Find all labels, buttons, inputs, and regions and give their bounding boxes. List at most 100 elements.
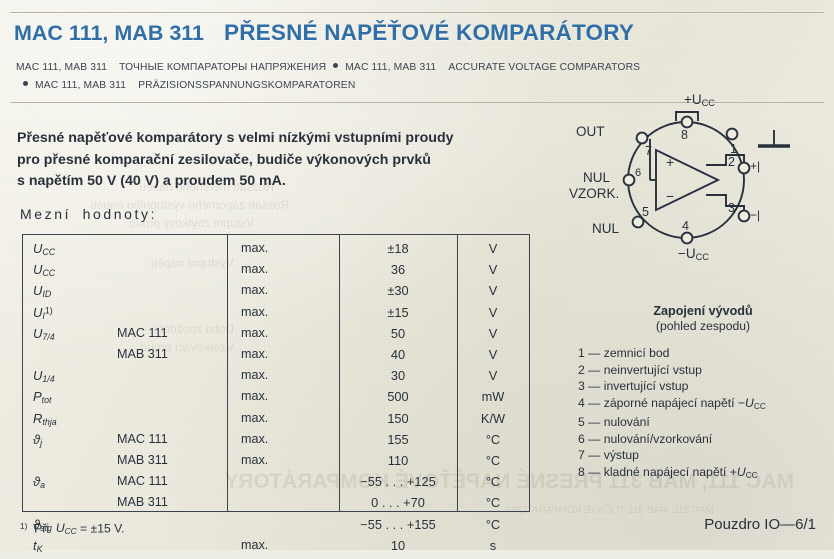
label-out: OUT — [576, 124, 605, 139]
cell-type: MAB 311 — [117, 453, 168, 467]
label-vcc-negative: −UCC — [678, 246, 709, 263]
cell-type: MAC 111 — [117, 474, 168, 489]
subtitle-line-1: MAC 111, MAB 311 ТОЧНЫЕ КОМПАРАТОРЫ НАПРЯ… — [16, 62, 640, 73]
footnote-symbol-sub: CC — [64, 526, 77, 537]
cell-unit: V — [488, 283, 498, 299]
cell-unit: V — [488, 368, 498, 384]
header-rule-top — [10, 12, 824, 13]
cell-unit: s — [489, 537, 497, 553]
legend-subtitle: (pohled zespodu) — [655, 319, 751, 333]
cell-qualifier: max. — [241, 347, 269, 361]
legend-list: 1 — zemnicí bod 2 — neinvertující vstup 3 … — [578, 345, 828, 483]
cell-symbol: U7/4 — [33, 325, 55, 342]
cell-value: ±15 — [387, 304, 409, 320]
opamp-minus-label: − — [666, 188, 674, 204]
table-row: MAB 311 0 . . . +70 °C — [23, 495, 529, 516]
cell-symbol: ϑstg — [33, 516, 52, 533]
cell-qualifier: max. — [241, 241, 269, 255]
footnote-text-pre: Při — [34, 521, 50, 536]
label-nul: NUL — [592, 221, 620, 236]
cell-value: 50 — [390, 325, 406, 341]
cell-unit: °C — [485, 453, 501, 468]
title-part-numbers: MAC 111, MAB 311 — [14, 21, 205, 45]
label-inverting-input: −| — [750, 208, 761, 222]
legend-item: 7 — výstup — [578, 448, 639, 463]
pin-number-1: 1 — [730, 142, 737, 156]
subtitle-ru-parts: MAC 111, MAB 311 — [16, 62, 108, 73]
cell-type: MAB 311 — [117, 347, 168, 361]
table-row: U1/4 max. 30 V — [23, 368, 529, 389]
cell-unit: K/W — [480, 410, 506, 426]
label-nul-vzork-1: NUL — [583, 170, 611, 185]
pin-pad-4 — [680, 231, 694, 245]
cell-symbol: UCC — [33, 241, 56, 257]
cell-value: 500 — [387, 389, 409, 405]
cell-symbol: UCC — [33, 262, 56, 279]
legend-item: 5 — nulování — [578, 415, 650, 430]
cell-value: 30 — [390, 368, 406, 384]
cell-unit: V — [488, 241, 498, 256]
cell-symbol: Ptot — [33, 389, 52, 406]
footnote-text-post: = ±15 V. — [80, 521, 125, 536]
subtitle-line-2: MAC 111, MAB 311 PRÄZISIONSSPANNUNGSKOMPA… — [16, 80, 355, 91]
cell-value: 155 — [387, 431, 409, 447]
package-label: Pouzdro IO—6/1 — [704, 516, 816, 533]
legend-item: 2 — neinvertující vstup — [578, 362, 702, 377]
cell-qualifier: max. — [241, 283, 269, 298]
subtitle-en-text: ACCURATE VOLTAGE COMPARATORS — [448, 62, 641, 73]
lead-paragraph: Přesné napěťové komparátory s velmi nízk… — [17, 128, 537, 193]
pin-number-3: 3 — [728, 201, 735, 215]
cell-qualifier: max. — [241, 368, 269, 383]
table-row: ϑj MAC 111 max. 155 °C — [23, 432, 529, 453]
cell-unit: °C — [485, 431, 501, 447]
limits-table: UCC max. ±18 V UCC max. 36 V UID max. ±30 V UI1) max.… — [22, 234, 530, 554]
pin-number-2: 2 — [728, 155, 735, 169]
table-row: U7/4 MAC 111 max. 50 V — [23, 326, 529, 347]
footnote-marker: 1) — [20, 521, 28, 531]
title-main: PŘESNÉ NAPĚŤOVÉ KOMPARÁTORY — [224, 20, 635, 45]
cell-value: 0 . . . +70 — [371, 495, 425, 511]
bullet-icon — [23, 81, 28, 86]
pinout-diagram: 8 1 2 3 4 5 6 7 + − +UCC −UCC OUT NUL VZ… — [569, 92, 828, 264]
label-vcc-positive: +UCC — [684, 92, 715, 109]
pin-number-5: 5 — [642, 205, 649, 219]
cell-symbol: tK — [33, 537, 43, 554]
table-row: Ptot max. 500 mW — [23, 389, 529, 410]
legend-item: 3 — invertující vstup — [578, 379, 689, 394]
cell-symbol: UID — [33, 283, 52, 300]
header-rule-bottom — [10, 102, 824, 103]
label-nul-vzork-2: VZORK. — [569, 186, 620, 201]
cell-value: ±18 — [387, 241, 409, 256]
footnote-symbol: U — [55, 521, 65, 536]
cell-value: 36 — [390, 262, 406, 278]
table-row: ϑstg −55 . . . +155 °C — [23, 517, 529, 538]
cell-unit: V — [488, 262, 498, 278]
cell-qualifier: max. — [241, 410, 269, 425]
pin-pad-1 — [725, 127, 739, 141]
table-row: MAB 311 max. 110 °C — [23, 453, 529, 474]
cell-symbol: ϑj — [33, 431, 43, 448]
pin-number-4: 4 — [682, 219, 689, 233]
cell-unit: V — [488, 325, 498, 341]
wire-minus-input — [706, 194, 745, 216]
cell-qualifier: max. — [241, 453, 269, 467]
cell-unit: V — [488, 347, 498, 362]
table-row: UCC max. 36 V — [23, 262, 529, 283]
pin-pad-6 — [622, 173, 636, 187]
page-title: MAC 111, MAB 311 PŘESNÉ NAPĚŤOVÉ KOMPARÁT… — [14, 20, 634, 46]
opamp-plus-label: + — [666, 154, 674, 170]
label-noninverting-input: +| — [750, 159, 761, 173]
pin-number-8: 8 — [681, 128, 688, 142]
pin-number-6: 6 — [635, 167, 641, 179]
cell-unit: V — [488, 304, 498, 320]
legend-item: 6 — nulování/vzorkování — [578, 431, 713, 446]
table-row: UID max. ±30 V — [23, 283, 529, 304]
cell-symbol: UI1) — [33, 304, 53, 321]
lead-line-1: Přesné napěťové komparátory s velmi nízk… — [17, 130, 454, 146]
pinout-svg: 8 1 2 3 4 5 6 7 + − — [622, 111, 790, 245]
cell-qualifier: max. — [241, 304, 269, 319]
cell-unit: mW — [481, 389, 505, 405]
cell-unit: °C — [485, 495, 501, 511]
subtitle-en-parts: MAC 111, MAB 311 — [345, 62, 437, 73]
